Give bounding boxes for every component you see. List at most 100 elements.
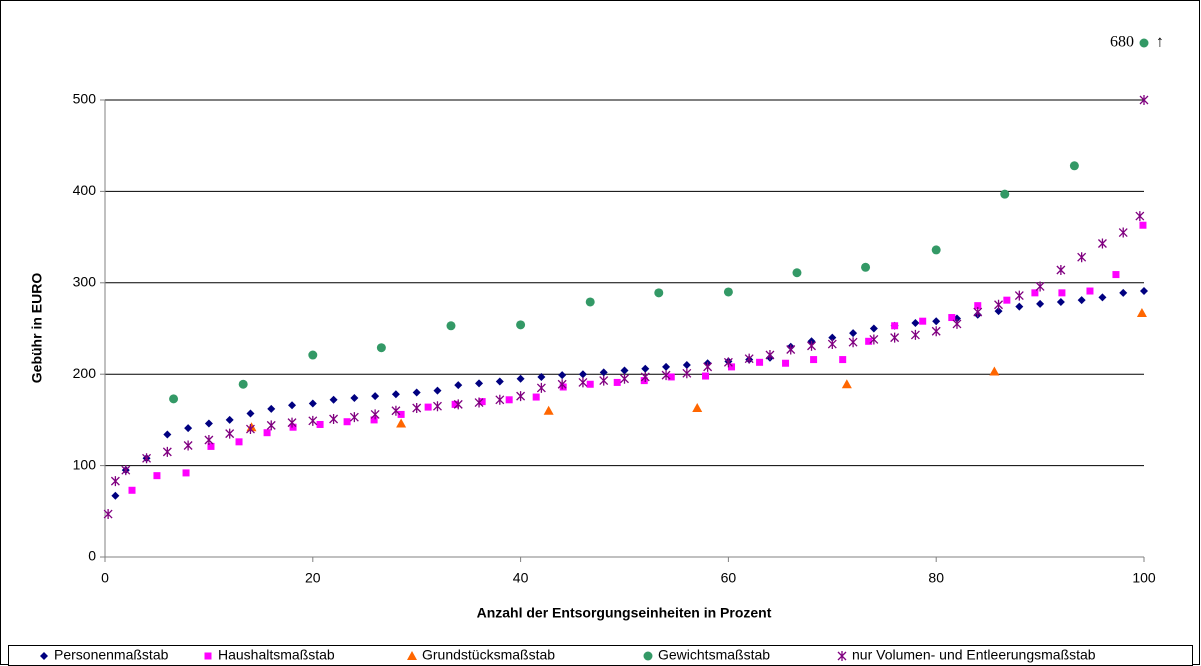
data-point	[267, 404, 276, 413]
data-point	[613, 378, 621, 386]
data-point	[1000, 189, 1010, 199]
data-point	[287, 417, 297, 428]
data-point	[246, 422, 257, 432]
data-point	[578, 377, 588, 388]
data-point	[397, 410, 405, 418]
data-point	[1112, 271, 1120, 279]
data-point	[266, 420, 276, 431]
data-point	[932, 317, 941, 326]
data-point	[142, 453, 152, 464]
data-point	[865, 337, 873, 345]
x-tick-label: 100	[1132, 570, 1156, 586]
legend-marker	[407, 651, 417, 660]
data-point	[890, 332, 900, 343]
data-point	[478, 398, 486, 406]
data-point	[204, 435, 214, 446]
data-point	[1035, 281, 1045, 292]
data-point	[370, 416, 378, 424]
data-point	[1135, 211, 1145, 222]
data-point	[919, 317, 927, 325]
data-point	[204, 419, 213, 428]
data-point	[110, 476, 120, 487]
data-point	[495, 377, 504, 386]
data-point	[828, 333, 837, 342]
data-point	[433, 401, 442, 412]
data-point	[128, 486, 136, 494]
data-point	[350, 393, 359, 402]
data-point	[121, 465, 131, 476]
data-point	[163, 430, 172, 439]
data-point	[446, 321, 456, 331]
data-point	[586, 380, 594, 388]
data-point	[723, 357, 733, 368]
data-point	[931, 245, 941, 255]
data-point	[246, 424, 255, 435]
data-point	[474, 397, 484, 408]
data-point	[994, 299, 1003, 310]
data-point	[640, 377, 648, 385]
data-point	[641, 364, 650, 373]
data-point	[238, 379, 248, 389]
y-axis-title: Gebühr in EURO	[29, 273, 45, 384]
data-point	[111, 491, 120, 500]
data-point	[1031, 289, 1039, 297]
data-point	[1098, 293, 1107, 302]
data-point	[973, 307, 983, 318]
data-point	[910, 329, 920, 340]
data-point	[702, 372, 710, 380]
data-point	[370, 409, 380, 420]
data-point	[786, 344, 796, 355]
x-tick-label: 80	[928, 570, 944, 586]
data-point	[744, 353, 754, 364]
data-point	[599, 375, 609, 386]
data-point	[692, 403, 703, 413]
data-point	[559, 383, 567, 391]
data-point	[391, 405, 401, 416]
y-tick-label: 400	[73, 182, 97, 198]
data-point	[661, 370, 671, 381]
data-point	[1077, 252, 1087, 263]
data-point	[1077, 296, 1086, 305]
data-point	[682, 361, 691, 370]
data-point	[841, 379, 852, 389]
data-point	[495, 394, 505, 405]
data-point	[475, 379, 484, 388]
data-point	[782, 359, 790, 367]
data-point	[225, 428, 235, 439]
data-point	[182, 469, 190, 477]
data-point	[162, 446, 172, 457]
data-point	[329, 413, 339, 424]
legend-marker	[204, 652, 212, 660]
data-point	[453, 399, 463, 410]
data-point	[948, 314, 956, 322]
data-point	[451, 400, 459, 408]
data-point	[246, 409, 255, 418]
y-tick-label: 300	[73, 274, 97, 290]
data-point	[225, 415, 234, 424]
data-point	[1056, 297, 1065, 306]
data-point	[1056, 265, 1066, 276]
data-point	[667, 373, 675, 381]
data-point	[640, 371, 650, 382]
data-point	[1014, 290, 1024, 301]
annotation-label: 680	[1110, 34, 1134, 51]
data-point	[536, 382, 546, 393]
data-point	[169, 394, 179, 404]
data-point	[578, 370, 587, 379]
data-point	[1139, 221, 1147, 229]
data-point	[1140, 287, 1148, 296]
data-point	[505, 396, 513, 404]
data-point	[989, 366, 1000, 376]
x-tick-label: 60	[721, 570, 737, 586]
data-point	[516, 374, 525, 383]
data-point	[288, 401, 297, 410]
data-point	[308, 399, 317, 408]
data-point	[343, 418, 351, 426]
x-axis-title: Anzahl der Entsorgungseinheiten in Proze…	[477, 605, 772, 621]
data-point	[974, 302, 982, 310]
data-point	[424, 403, 432, 411]
data-point	[807, 340, 816, 351]
data-point	[349, 412, 359, 423]
y-tick-label: 0	[88, 548, 96, 564]
